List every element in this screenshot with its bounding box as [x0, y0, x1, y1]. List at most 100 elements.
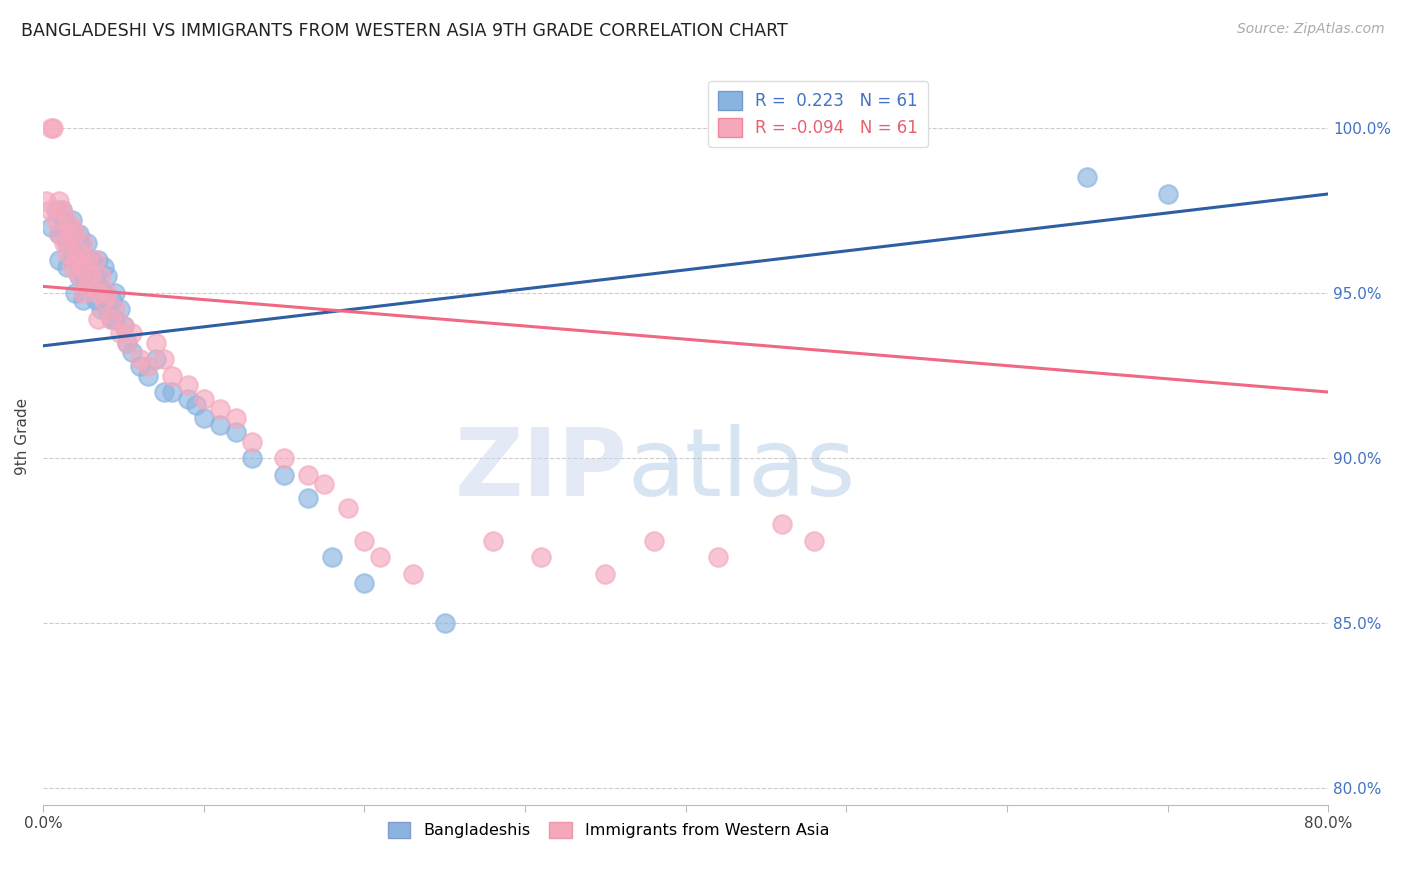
Point — [152, 351, 174, 366]
Point — [208, 401, 231, 416]
Point — [90, 302, 112, 317]
Point — [145, 335, 167, 350]
Point — [643, 533, 665, 548]
Point — [56, 246, 79, 260]
Point — [121, 345, 143, 359]
Point — [87, 285, 110, 300]
Point — [39, 219, 62, 234]
Point — [96, 285, 118, 300]
Point — [65, 252, 87, 267]
Point — [67, 269, 90, 284]
Point — [65, 285, 87, 300]
Point — [370, 550, 392, 565]
Point — [51, 203, 73, 218]
Point — [314, 477, 336, 491]
Point — [48, 194, 70, 208]
Point — [84, 293, 107, 307]
Point — [530, 550, 553, 565]
Point — [128, 359, 150, 373]
Point — [80, 279, 103, 293]
Legend: Bangladeshis, Immigrants from Western Asia: Bangladeshis, Immigrants from Western As… — [381, 815, 835, 845]
Point — [104, 312, 127, 326]
Point — [136, 359, 159, 373]
Point — [60, 246, 83, 260]
Point — [93, 293, 115, 307]
Point — [72, 285, 94, 300]
Point — [58, 219, 80, 234]
Point — [1381, 649, 1403, 664]
Point — [100, 312, 122, 326]
Point — [115, 335, 138, 350]
Text: ZIP: ZIP — [456, 424, 628, 516]
Point — [273, 467, 295, 482]
Point — [707, 550, 730, 565]
Point — [48, 227, 70, 241]
Point — [80, 252, 103, 267]
Point — [273, 451, 295, 466]
Point — [60, 219, 83, 234]
Point — [96, 269, 118, 284]
Point — [77, 279, 100, 293]
Point — [1156, 186, 1178, 201]
Point — [184, 398, 207, 412]
Point — [160, 384, 183, 399]
Point — [45, 213, 67, 227]
Point — [160, 368, 183, 383]
Point — [87, 312, 110, 326]
Point — [72, 269, 94, 284]
Point — [65, 227, 87, 241]
Point — [72, 260, 94, 274]
Point — [93, 260, 115, 274]
Point — [67, 246, 90, 260]
Point — [401, 566, 423, 581]
Point — [72, 293, 94, 307]
Point — [72, 236, 94, 251]
Point — [48, 227, 70, 241]
Point — [83, 269, 105, 284]
Point — [56, 236, 79, 251]
Point — [595, 566, 617, 581]
Point — [53, 213, 76, 227]
Point — [87, 252, 110, 267]
Point — [89, 279, 111, 293]
Point — [39, 120, 62, 135]
Point — [128, 351, 150, 366]
Point — [56, 213, 79, 227]
Y-axis label: 9th Grade: 9th Grade — [15, 398, 30, 475]
Point — [193, 392, 215, 406]
Point — [770, 517, 793, 532]
Point — [1076, 170, 1098, 185]
Point — [45, 203, 67, 218]
Point — [80, 269, 103, 284]
Point — [297, 467, 319, 482]
Point — [100, 312, 122, 326]
Point — [56, 260, 79, 274]
Point — [803, 533, 825, 548]
Point — [337, 500, 360, 515]
Text: Source: ZipAtlas.com: Source: ZipAtlas.com — [1237, 22, 1385, 37]
Point — [69, 236, 91, 251]
Point — [433, 616, 456, 631]
Point — [104, 302, 127, 317]
Text: BANGLADESHI VS IMMIGRANTS FROM WESTERN ASIA 9TH GRADE CORRELATION CHART: BANGLADESHI VS IMMIGRANTS FROM WESTERN A… — [21, 22, 787, 40]
Point — [65, 227, 87, 241]
Point — [76, 236, 98, 251]
Point — [240, 434, 263, 449]
Point — [110, 326, 132, 340]
Point — [110, 302, 132, 317]
Point — [35, 194, 58, 208]
Point — [225, 425, 247, 439]
Point — [51, 203, 73, 218]
Point — [177, 392, 200, 406]
Point — [112, 318, 135, 333]
Point — [42, 120, 65, 135]
Point — [67, 227, 90, 241]
Point — [60, 260, 83, 274]
Point — [93, 285, 115, 300]
Point — [101, 293, 124, 307]
Point — [53, 236, 76, 251]
Point — [121, 326, 143, 340]
Point — [67, 252, 90, 267]
Point — [152, 384, 174, 399]
Point — [76, 260, 98, 274]
